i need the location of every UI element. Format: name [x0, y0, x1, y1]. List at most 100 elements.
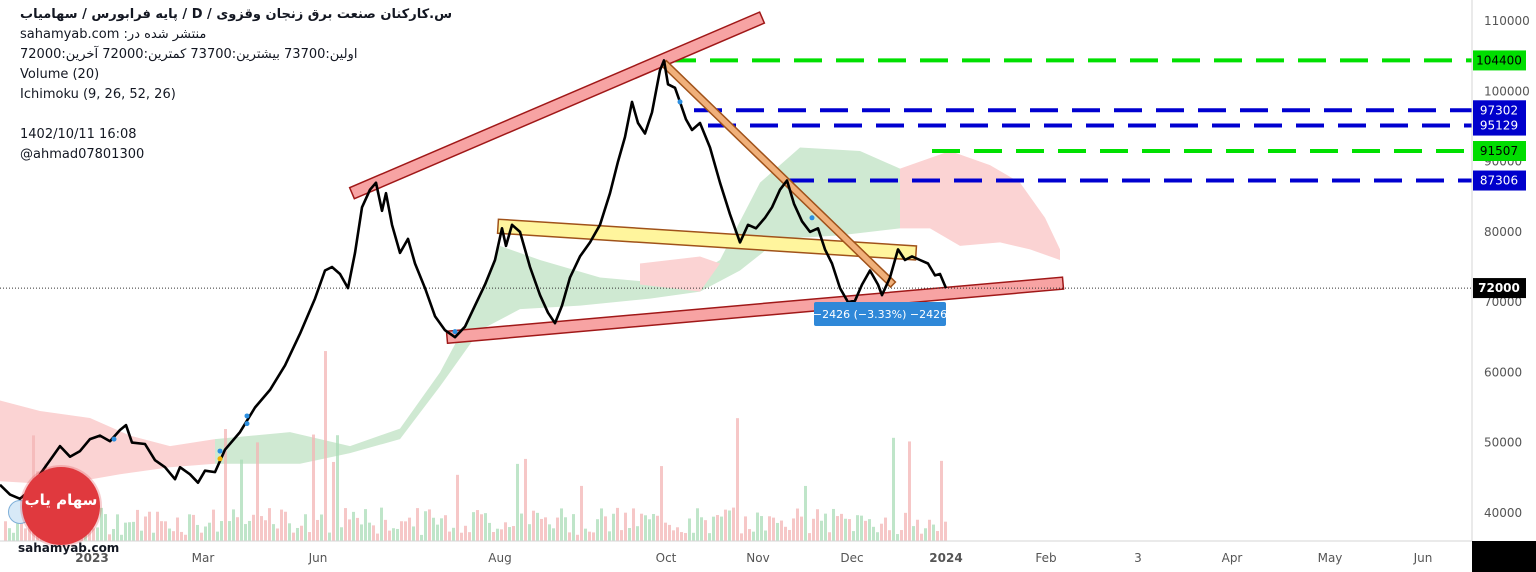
volume-bar — [408, 517, 411, 541]
volume-bar — [708, 533, 711, 541]
volume-bar — [96, 527, 99, 541]
volume-bar — [364, 509, 367, 541]
ohlc-values: اولین:73700 بیشترین:73700 کمترین:72000 آ… — [20, 47, 358, 62]
price-level-tag — [1473, 141, 1526, 162]
volume-bar — [148, 511, 151, 541]
signal-dot — [809, 215, 815, 221]
volume-bar — [252, 514, 255, 541]
volume-bar — [932, 524, 935, 541]
volume-bar — [4, 521, 7, 541]
volume-bar — [888, 530, 891, 541]
volume-bar — [716, 515, 719, 541]
signal-dot — [244, 413, 250, 419]
volume-bar — [244, 524, 247, 541]
volume-bar — [596, 519, 599, 541]
volume-bar — [544, 517, 547, 541]
volume-bar — [872, 526, 875, 541]
volume-bar — [216, 531, 219, 541]
cloud-bearish-segment — [640, 256, 720, 292]
volume-bar — [940, 460, 943, 541]
volume-bar — [756, 512, 759, 541]
time-tick-label: 2023 — [75, 551, 108, 565]
time-tick-label: 3 — [1134, 551, 1142, 565]
volume-bar — [348, 519, 351, 541]
volume-bar — [268, 508, 271, 541]
volume-bar — [528, 524, 531, 541]
time-tick-label: Oct — [656, 551, 677, 565]
price-level-tag — [1473, 115, 1526, 136]
price-axis[interactable]: 4000050000600007000080000900001000001100… — [1471, 0, 1530, 541]
price-tick-label: 40000 — [1484, 506, 1522, 520]
volume-bar — [188, 514, 191, 541]
price-tick-label: 50000 — [1484, 436, 1522, 450]
volume-bar — [928, 519, 931, 541]
volume-bar — [224, 429, 227, 541]
volume-bar — [536, 512, 539, 541]
volume-bar — [576, 534, 579, 541]
upper-trend-channel[interactable] — [348, 11, 766, 200]
volume-bar — [540, 518, 543, 541]
price-series-line — [0, 59, 948, 501]
volume-bar — [488, 522, 491, 541]
volume-bar — [296, 527, 299, 541]
volume-bar — [760, 516, 763, 541]
middle-trend-band[interactable] — [496, 218, 918, 261]
volume-bar — [824, 513, 827, 541]
time-tick-label: Jun — [308, 551, 328, 565]
volume-bar — [264, 520, 267, 541]
price-level-tag — [1473, 100, 1526, 121]
ichimoku-indicator-label[interactable]: Ichimoku (9, 26, 52, 26) — [20, 87, 176, 102]
volume-bar — [764, 530, 767, 541]
volume-bar — [508, 527, 511, 541]
volume-bar — [704, 520, 707, 541]
price-level-tag-text: 87306 — [1480, 174, 1518, 188]
volume-bar — [484, 513, 487, 541]
volume-bar — [452, 527, 455, 541]
price-tick-label: 70000 — [1484, 295, 1522, 309]
volume-bar — [556, 517, 559, 541]
volume-bar — [128, 522, 131, 541]
volume-bar — [288, 523, 291, 541]
change-callout: −2426 (−3.33%) −2426 — [813, 302, 947, 326]
author-handle: @ahmad07801300 — [20, 147, 145, 162]
volume-bar — [684, 533, 687, 541]
volume-bar — [780, 520, 783, 541]
time-axis[interactable]: 2023 Mar Jun Aug Oct Nov Dec 2024 Feb 3 Apr May Jun — [0, 540, 1472, 565]
volume-bar — [416, 508, 419, 541]
volume-bar — [836, 516, 839, 541]
volume-bar — [644, 515, 647, 541]
volume-bar — [376, 533, 379, 541]
volume-bar — [172, 531, 175, 541]
volume-bar — [768, 516, 771, 541]
volume-bar — [24, 528, 27, 541]
site-label: sahamyab.com — [18, 541, 120, 555]
volume-bar — [340, 527, 343, 541]
volume-bar — [196, 524, 199, 541]
volume-bar — [640, 513, 643, 541]
volume-bar — [92, 528, 95, 541]
callout-text: −2426 (−3.33%) −2426 — [813, 308, 947, 321]
volume-bar — [608, 531, 611, 541]
volume-bar — [380, 507, 383, 541]
volume-bar — [856, 515, 859, 541]
volume-bar — [160, 521, 163, 541]
volume-bar — [176, 517, 179, 541]
volume-bar — [628, 528, 631, 541]
volume-bar — [108, 534, 111, 541]
volume-bar — [300, 525, 303, 541]
volume-bar — [192, 514, 195, 541]
signal-dot — [111, 436, 117, 442]
volume-bar — [920, 533, 923, 541]
volume-bar — [844, 518, 847, 541]
volume-bar — [104, 514, 107, 541]
volume-indicator-label[interactable]: Volume (20) — [20, 67, 100, 82]
volume-bar — [272, 524, 275, 541]
sahamyab-logo: سهام یاب — [22, 467, 100, 545]
volume-bar — [584, 528, 587, 541]
volume-bar — [304, 514, 307, 541]
volume-bar — [16, 523, 19, 541]
volume-bar — [908, 441, 911, 541]
published-on: منتشر شده در: sahamyab.com — [20, 27, 207, 42]
price-level-tag-text: 95129 — [1480, 119, 1518, 133]
